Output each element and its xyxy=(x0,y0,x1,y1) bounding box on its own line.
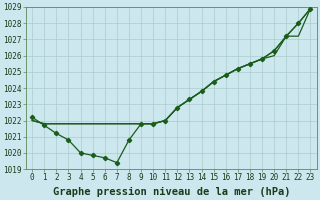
X-axis label: Graphe pression niveau de la mer (hPa): Graphe pression niveau de la mer (hPa) xyxy=(52,186,290,197)
